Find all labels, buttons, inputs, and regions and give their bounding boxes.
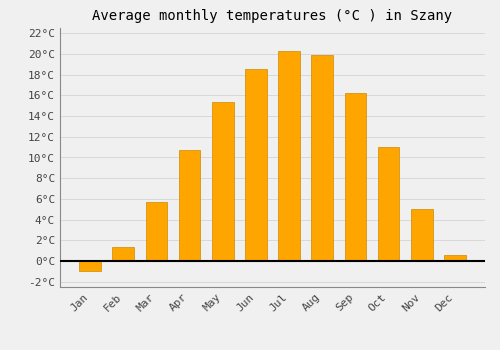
Bar (344, 93, 366, 261)
Bar (378, 147, 400, 261)
Bar (278, 51, 300, 261)
Bar (312, 55, 333, 261)
Bar (444, 255, 466, 261)
Bar (179, 150, 201, 261)
Bar (212, 102, 234, 261)
Bar (112, 247, 134, 261)
Bar (146, 202, 167, 261)
Bar (245, 69, 266, 261)
Bar (80, 261, 101, 272)
Bar (411, 209, 432, 261)
Title: Average monthly temperatures (°C ) in Szany: Average monthly temperatures (°C ) in Sz… (92, 9, 452, 23)
